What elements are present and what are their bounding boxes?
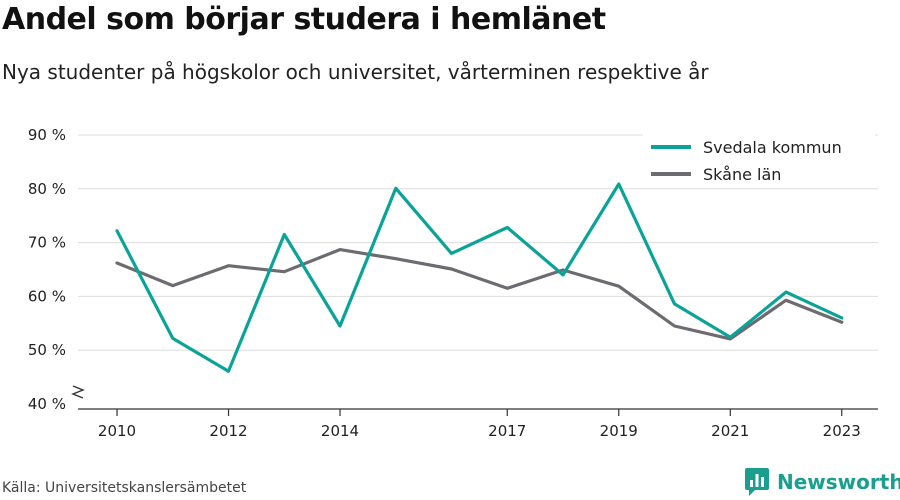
x-tick-label: 2012	[209, 422, 247, 440]
legend-label-1: Svedala kommun	[703, 138, 842, 157]
series-line-1	[115, 182, 844, 373]
x-tick-label: 2021	[711, 422, 749, 440]
x-tick-label: 2017	[488, 422, 526, 440]
legend-label-2: Skåne län	[703, 165, 781, 184]
brand-name: Newsworthy	[777, 470, 900, 494]
x-tick-label: 2010	[98, 422, 136, 440]
y-tick-label: 70 %	[28, 234, 66, 252]
x-tick-label: 2019	[600, 422, 638, 440]
y-tick-label: 40 %	[28, 395, 66, 413]
chart-subtitle: Nya studenter på högskolor och universit…	[2, 60, 709, 84]
y-tick-label: 80 %	[28, 180, 66, 198]
y-tick-label: 90 %	[28, 126, 66, 144]
x-tick-label: 2023	[823, 422, 861, 440]
x-tick-label: 2014	[321, 422, 359, 440]
y-axis-break-icon	[71, 385, 85, 399]
brand-logo: Newsworthy	[745, 468, 900, 496]
chart-title: Andel som börjar studera i hemlänet	[2, 2, 606, 37]
legend-background	[643, 132, 875, 188]
series-line-2	[115, 248, 844, 341]
newsworthy-logo-icon	[745, 468, 769, 496]
y-tick-label: 60 %	[28, 287, 66, 305]
source-note: Källa: Universitetskanslersämbetet	[2, 480, 247, 496]
y-tick-label: 50 %	[28, 341, 66, 359]
